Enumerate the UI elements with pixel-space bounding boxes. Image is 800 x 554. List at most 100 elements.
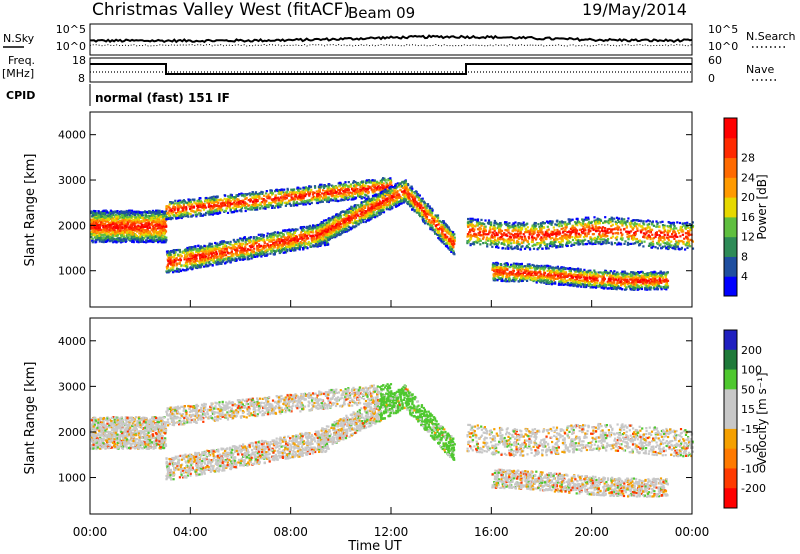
power-scatter-mark	[250, 204, 254, 207]
power-scatter-mark	[203, 257, 206, 261]
power-scatter-mark	[378, 187, 382, 190]
power-scatter-mark	[269, 204, 272, 207]
power-scatter-mark	[409, 186, 412, 189]
power-scatter-mark	[349, 183, 353, 186]
power-scatter-mark	[94, 236, 97, 239]
power-scatter-mark	[262, 251, 265, 254]
power-scatter-mark	[214, 208, 217, 212]
power-scatter-mark	[361, 191, 364, 194]
power-scatter-mark	[140, 229, 144, 232]
power-scatter-mark	[248, 239, 251, 242]
power-scatter-mark	[215, 250, 218, 253]
power-scatter-mark	[160, 231, 164, 235]
power-scatter-mark	[366, 210, 369, 213]
power-scatter-mark	[267, 193, 270, 196]
power-scatter-mark	[295, 202, 298, 205]
power-scatter-mark	[161, 227, 164, 230]
power-scatter-mark	[127, 212, 130, 215]
power-scatter-mark	[302, 248, 305, 251]
power-scatter-mark	[108, 231, 111, 234]
power-scatter-mark	[133, 225, 136, 228]
power-scatter-mark	[293, 238, 296, 241]
power-scatter-mark	[334, 189, 337, 192]
power-scatter-mark	[311, 196, 314, 199]
power-scatter-mark	[383, 206, 386, 209]
power-scatter-mark	[291, 247, 294, 250]
power-scatter-mark	[199, 209, 202, 212]
power-scatter-mark	[138, 239, 142, 242]
power-scatter-mark	[108, 237, 111, 240]
power-scatter-mark	[302, 246, 305, 250]
power-scatter-mark	[121, 214, 124, 217]
power-scatter-mark	[361, 196, 364, 199]
power-scatter-mark	[310, 188, 313, 191]
power-scatter-mark	[363, 186, 366, 189]
power-scatter-mark	[178, 254, 181, 257]
power-scatter-mark	[253, 195, 256, 198]
power-scatter-mark	[162, 212, 165, 215]
power-scatter-mark	[244, 243, 247, 246]
power-scatter-mark	[269, 195, 272, 199]
power-scatter-mark	[308, 202, 311, 206]
power-scatter-mark	[315, 230, 318, 233]
power-scatter-mark	[215, 263, 218, 266]
power-scatter-mark	[270, 189, 273, 192]
power-scatter-mark	[122, 223, 125, 226]
power-scatter-mark	[193, 248, 196, 251]
power-scatter-mark	[294, 241, 297, 244]
power-scatter-mark	[172, 205, 175, 208]
power-scatter-mark	[270, 232, 273, 235]
power-scatter-mark	[318, 233, 321, 236]
power-scatter-mark	[98, 234, 101, 237]
power-scatter-mark	[96, 234, 99, 238]
power-scatter-mark	[364, 184, 367, 187]
power-scatter-mark	[318, 198, 322, 201]
power-scatter-mark	[178, 261, 181, 264]
power-scatter-mark	[384, 188, 387, 191]
power-scatter-mark	[347, 188, 351, 191]
power-scatter-mark	[360, 215, 363, 218]
power-scatter-mark	[321, 225, 324, 228]
power-scatter-mark	[315, 193, 319, 196]
power-scatter-mark	[105, 232, 108, 235]
power-scatter-mark	[317, 185, 321, 188]
power-scatter-mark	[192, 210, 195, 213]
power-scatter-mark	[348, 191, 352, 194]
power-scatter-mark	[219, 258, 222, 262]
power-scatter-mark	[107, 224, 110, 227]
power-scatter-mark	[316, 232, 319, 235]
power-scatter-mark	[295, 204, 298, 207]
power-scatter-mark	[396, 190, 399, 193]
power-scatter-mark	[102, 241, 105, 244]
power-scatter-mark	[169, 258, 172, 261]
power-scatter-mark	[222, 247, 225, 250]
power-scatter-mark	[158, 230, 161, 233]
power-scatter-mark	[313, 196, 317, 199]
power-scatter-mark	[214, 260, 217, 263]
power-scatter-mark	[327, 185, 330, 188]
power-scatter-mark	[269, 244, 273, 247]
power-scatter-mark	[281, 195, 284, 198]
power-scatter-mark	[281, 199, 284, 202]
power-scatter-mark	[322, 238, 325, 241]
power-scatter-mark	[385, 184, 388, 187]
power-scatter-mark	[337, 229, 340, 232]
power-scatter-mark	[327, 196, 330, 199]
power-scatter-mark	[347, 210, 351, 213]
power-scatter-mark	[130, 235, 133, 238]
power-scatter-mark	[111, 234, 115, 237]
power-scatter-mark	[185, 255, 188, 258]
power-scatter-mark	[131, 216, 134, 219]
power-scatter-mark	[185, 267, 189, 270]
power-scatter-mark	[187, 215, 190, 218]
power-scatter-mark	[97, 236, 100, 239]
power-scatter-mark	[282, 247, 285, 250]
power-scatter-mark	[378, 210, 381, 213]
power-scatter-mark	[310, 231, 313, 234]
power-scatter-mark	[197, 252, 200, 255]
power-scatter-mark	[370, 188, 373, 191]
power-scatter-mark	[131, 212, 134, 215]
power-scatter-mark	[109, 225, 112, 228]
power-scatter-mark	[285, 192, 288, 195]
power-scatter-mark	[452, 251, 455, 254]
